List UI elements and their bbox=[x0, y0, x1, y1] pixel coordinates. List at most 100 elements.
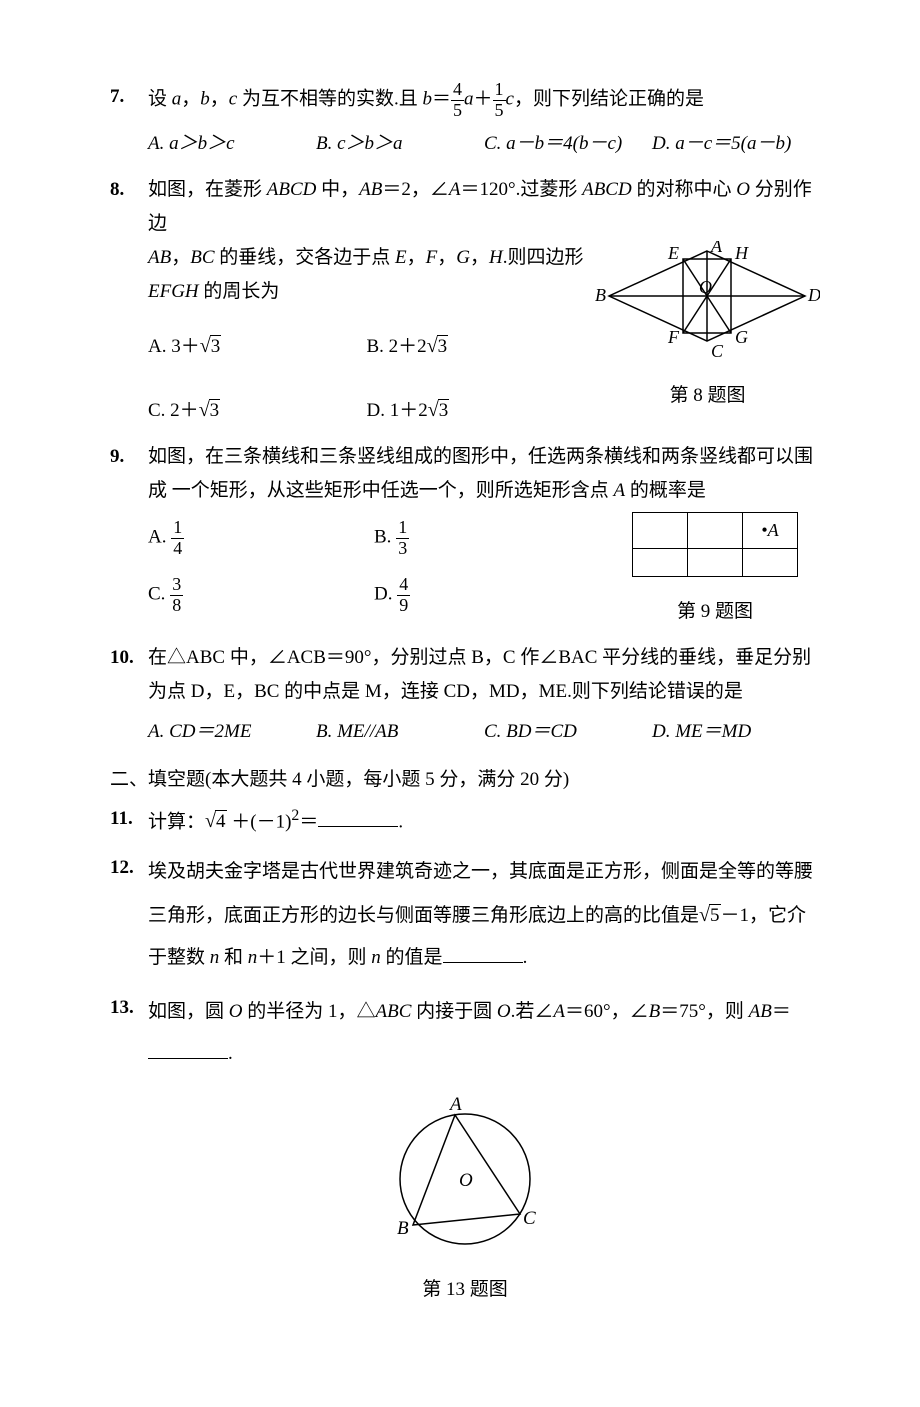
q9-dotA: A bbox=[768, 520, 779, 540]
q7-t1: 设 bbox=[148, 89, 172, 110]
q9-body: 如图，在三条横线和三条竖线组成的图形中，任选两条横线和两条竖线都可以围成 一个矩… bbox=[148, 440, 820, 629]
q13-lA: A bbox=[448, 1094, 462, 1115]
q12-t5: 的值是 bbox=[381, 947, 443, 968]
q7-f2n: 1 bbox=[493, 80, 506, 100]
q8-lA: A bbox=[710, 241, 723, 256]
q9-t2: 的概率是 bbox=[625, 480, 706, 501]
q9-caption: 第 9 题图 bbox=[610, 595, 820, 629]
q12-t3: 和 bbox=[219, 947, 248, 968]
question-10: 10. 在△ABC 中，∠ACB＝90°，分别过点 B，C 作∠BAC 平分线的… bbox=[110, 641, 820, 750]
q9-fbn: 1 bbox=[396, 518, 409, 538]
question-11: 11. 计算：4 ＋(－1)2＝. bbox=[110, 802, 820, 840]
q8-lC: C bbox=[711, 341, 724, 361]
q13-AB: AB bbox=[749, 1001, 772, 1022]
q13-t3: 内接于圆 bbox=[411, 1001, 497, 1022]
q13-p: . bbox=[228, 1043, 233, 1064]
q9-A: A bbox=[614, 480, 626, 501]
q7-c2: ， bbox=[210, 89, 229, 110]
q7-stem: 设 a，b，c 为互不相等的实数.且 b＝45a＋15c，则下列结论正确的是 bbox=[148, 80, 820, 121]
q7-f2d: 5 bbox=[493, 100, 506, 121]
q8-lD: D bbox=[807, 285, 820, 305]
q7-frac2: 15 bbox=[493, 80, 506, 121]
q10-text: 在△ABC 中，∠ACB＝90°，分别过点 B，C 作∠BAC 平分线的垂线，垂… bbox=[148, 647, 811, 702]
q8-G: G bbox=[456, 247, 470, 268]
q9-fan: 1 bbox=[171, 518, 184, 538]
q7-opt-d: D. a－c＝5(a－b) bbox=[652, 127, 820, 161]
q8-od-r: 3 bbox=[438, 399, 450, 421]
q7-c: c bbox=[229, 89, 237, 110]
q13-blank bbox=[148, 1038, 228, 1059]
q7-body: 设 a，b，c 为互不相等的实数.且 b＝45a＋15c，则下列结论正确的是 A… bbox=[148, 80, 820, 161]
q9-figure: •A 第 9 题图 bbox=[610, 512, 820, 629]
q7-number: 7. bbox=[110, 80, 148, 161]
question-9: 9. 如图，在三条横线和三条竖线组成的图形中，任选两条横线和两条竖线都可以围成 … bbox=[110, 440, 820, 629]
q10-opt-d: D. ME＝MD bbox=[652, 715, 820, 749]
q13-lB: B bbox=[397, 1218, 409, 1239]
q8-E: E bbox=[395, 247, 407, 268]
q11-pre: 计算： bbox=[148, 811, 205, 832]
q12-n2: n bbox=[371, 947, 381, 968]
q9-t1: 如图，在三条横线和三条竖线组成的图形中，任选两条横线和两条竖线都可以围成 一个矩… bbox=[148, 446, 813, 501]
q12-p: . bbox=[523, 947, 528, 968]
q13-figure-svg: A B C O bbox=[375, 1094, 555, 1254]
q10-opt-b: B. ME//AB bbox=[316, 715, 484, 749]
q10-opt-c: C. BD＝CD bbox=[484, 715, 652, 749]
q8-ob-r: 3 bbox=[437, 335, 449, 357]
q10-stem: 在△ABC 中，∠ACB＝90°，分别过点 B，C 作∠BAC 平分线的垂线，垂… bbox=[148, 641, 820, 709]
q7-a1: a bbox=[464, 89, 474, 110]
q8-figure: A B C D E F G H O 第 8 题图 bbox=[595, 241, 820, 413]
q8-t5: 的对称中心 bbox=[632, 179, 737, 200]
q13-t1: 如图，圆 bbox=[148, 1001, 229, 1022]
q12-blank bbox=[443, 942, 523, 963]
q13-lC: C bbox=[523, 1208, 536, 1229]
q12-n1: n bbox=[248, 947, 258, 968]
q11-number: 11. bbox=[110, 802, 148, 840]
q9-fdn: 4 bbox=[397, 575, 410, 595]
q13-B: B bbox=[649, 1001, 661, 1022]
q13-A: A bbox=[553, 1001, 565, 1022]
q8-number: 8. bbox=[110, 173, 148, 428]
q13-t7: ＝ bbox=[772, 1001, 791, 1022]
q7-m1: 为互不相等的实数.且 bbox=[237, 89, 422, 110]
q9-fad: 4 bbox=[171, 538, 184, 559]
q8-lG: G bbox=[735, 327, 748, 347]
q13-number: 13. bbox=[110, 991, 148, 1075]
q8-options-1: A. 3＋3 B. 2＋23 bbox=[148, 328, 585, 364]
q8-t3: ＝2，∠ bbox=[382, 179, 449, 200]
q11-eq: ＝ bbox=[299, 811, 318, 832]
q13-lO: O bbox=[459, 1170, 473, 1191]
q12-n: n bbox=[210, 947, 220, 968]
q8-body: 如图，在菱形 ABCD 中，AB＝2，∠A＝120°.过菱形 ABCD 的对称中… bbox=[148, 173, 820, 428]
q7-b: b bbox=[200, 89, 210, 110]
q9-opt-b: B. 13 bbox=[374, 518, 600, 559]
q8-t2: 中， bbox=[316, 179, 359, 200]
q8-opt-d: D. 1＋23 bbox=[367, 392, 586, 428]
q8-bc: BC bbox=[190, 247, 214, 268]
q8-abcd2: ABCD bbox=[582, 179, 632, 200]
q8-opt-b: B. 2＋23 bbox=[367, 328, 586, 364]
q8-t9: 的周长为 bbox=[199, 281, 280, 302]
q7-eq: ＝ bbox=[432, 89, 451, 110]
q7-f1n: 4 bbox=[451, 80, 464, 100]
q8-oc-r: 3 bbox=[209, 399, 221, 421]
q7-options: A. a＞b＞c B. c＞b＞a C. a－b＝4(b－c) D. a－c＝5… bbox=[148, 127, 820, 161]
q13-t5: ＝60°，∠ bbox=[565, 1001, 649, 1022]
q9-fdd: 9 bbox=[397, 595, 410, 616]
q8-t1: 如图，在菱形 bbox=[148, 179, 267, 200]
q9-cell-A: •A bbox=[743, 513, 798, 548]
q8-lF: F bbox=[667, 327, 680, 347]
q8-comma: ， bbox=[171, 247, 190, 268]
q9-opt-d: D. 49 bbox=[374, 575, 600, 616]
q12-t4: ＋1 之间，则 bbox=[257, 947, 371, 968]
q13-O: O bbox=[229, 1001, 243, 1022]
q8-t7: 的垂线，交各边于点 bbox=[215, 247, 396, 268]
q8-ab: AB bbox=[359, 179, 382, 200]
section-2-head: 二、填空题(本大题共 4 小题，每小题 5 分，满分 20 分) bbox=[110, 763, 820, 797]
q12-rad: 5 bbox=[709, 904, 721, 926]
q7-c1: ， bbox=[181, 89, 200, 110]
q9-al: A. bbox=[148, 527, 166, 548]
q10-number: 10. bbox=[110, 641, 148, 750]
q8-lH: H bbox=[734, 243, 749, 263]
q8-opt-c: C. 2＋3 bbox=[148, 392, 367, 428]
question-13: 13. 如图，圆 O 的半径为 1，△ABC 内接于圆 O.若∠A＝60°，∠B… bbox=[110, 991, 820, 1075]
